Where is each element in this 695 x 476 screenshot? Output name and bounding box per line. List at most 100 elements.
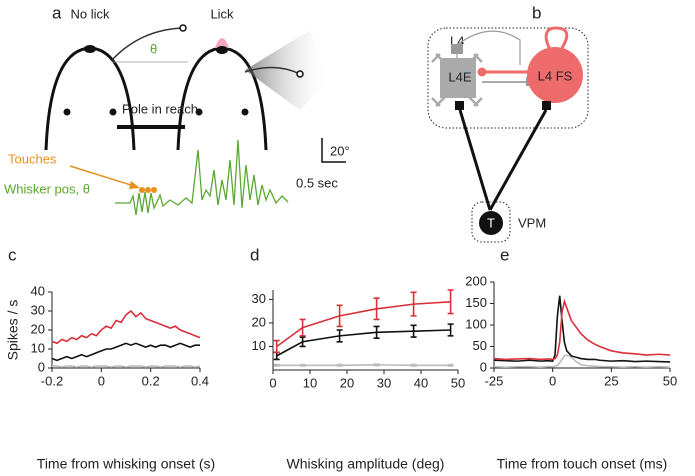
diagram-b: L4 L4E L4 FS T VPM <box>427 26 589 243</box>
l4fs-cell <box>527 47 583 103</box>
angle-label: θ <box>150 41 157 56</box>
label: Pole in reach <box>122 101 198 116</box>
label: Touches <box>8 151 57 166</box>
error-bar <box>447 289 454 315</box>
y-tick-label: 0 <box>480 359 487 374</box>
nose <box>216 46 228 54</box>
arrow-head <box>129 181 140 189</box>
y-tick-label: 0 <box>38 359 45 374</box>
x-tick-label: 50 <box>663 373 677 388</box>
nose <box>84 45 96 53</box>
y-tick-label: 200 <box>465 273 487 288</box>
x-tick-label: 30 <box>377 375 391 390</box>
eye <box>109 108 117 116</box>
error-bar <box>336 329 343 343</box>
synapse <box>477 67 487 77</box>
diagram-a: No lick Lick θ Pole in reach Touches Whi… <box>4 6 350 216</box>
thalamic-cell <box>479 211 503 235</box>
y-tick-label: 10 <box>252 338 266 353</box>
axes <box>51 292 200 369</box>
error-bar <box>410 324 417 338</box>
x-tick-label: 20 <box>340 375 354 390</box>
label: L4 FS <box>538 68 573 83</box>
x-tick-label: -0.2 <box>41 373 63 388</box>
error-bar <box>273 351 280 361</box>
y-tick-label: 10 <box>31 340 45 355</box>
series-line <box>52 365 201 368</box>
series-line <box>493 298 671 361</box>
tongue <box>215 38 229 48</box>
series-line <box>51 309 201 345</box>
x-axis-label: Whisking amplitude (deg) <box>287 456 445 472</box>
series-line <box>51 342 200 362</box>
panel-label: e <box>500 245 509 264</box>
x-axis-label: Time from touch onset (ms) <box>497 456 668 472</box>
eye <box>241 108 249 116</box>
error-bar <box>447 323 454 337</box>
x-tick-label: 40 <box>414 375 428 390</box>
error-bar <box>336 304 343 328</box>
label: Lick <box>210 6 234 21</box>
label: 0.5 sec <box>296 175 338 190</box>
synapse <box>542 101 551 110</box>
pole-bar <box>117 125 185 129</box>
arrow <box>69 165 135 187</box>
series-line <box>493 295 671 363</box>
whisker-trace <box>115 139 289 216</box>
head <box>44 46 136 151</box>
y-tick-label: 20 <box>252 314 266 329</box>
label: No lick <box>70 6 110 21</box>
x-axis-label: Time from whisking onset (s) <box>37 456 215 472</box>
label: VPM <box>518 215 546 230</box>
touch <box>151 187 157 193</box>
series-line <box>276 329 451 357</box>
y-tick-label: 40 <box>31 283 45 298</box>
synapse <box>451 44 463 54</box>
x-tick-label: 0.2 <box>142 373 160 388</box>
eye <box>63 108 71 116</box>
x-tick-label: 25 <box>604 373 618 388</box>
label: T <box>487 215 495 230</box>
error-bar <box>299 336 306 348</box>
x-tick-label: 0 <box>98 373 105 388</box>
y-tick-label: 150 <box>465 295 487 310</box>
label: L4E <box>448 69 471 84</box>
l4e-cell <box>440 58 476 98</box>
y-tick-label: 30 <box>31 302 45 317</box>
panel-label: a <box>52 3 62 22</box>
y-tick-label: 50 <box>473 338 487 353</box>
error-bar <box>410 363 417 367</box>
x-tick-label: 0 <box>549 373 556 388</box>
error-bar <box>373 297 380 321</box>
error-bar <box>273 363 280 367</box>
eye <box>195 108 203 116</box>
y-axis-label: Spikes / s <box>5 300 21 361</box>
x-tick-label: 50 <box>451 375 465 390</box>
series-line <box>493 354 671 368</box>
error-bar <box>373 363 380 367</box>
error-bar <box>299 363 306 367</box>
autapse <box>544 26 569 51</box>
error-bar <box>447 363 454 367</box>
error-bar <box>410 291 417 317</box>
thalamic-projection <box>458 109 492 211</box>
scale-bar <box>321 138 346 163</box>
thalamic-projection <box>488 109 548 211</box>
whisker <box>244 66 301 75</box>
x-tick-label: -25 <box>485 373 504 388</box>
synapse <box>455 101 464 110</box>
error-bar <box>299 318 306 337</box>
y-tick-label: 20 <box>31 321 45 336</box>
pole <box>296 70 304 78</box>
x-tick-label: 0 <box>269 375 276 390</box>
series-line <box>276 300 451 348</box>
error-bar <box>373 325 380 340</box>
error-bar <box>273 339 280 354</box>
panel-label: d <box>250 245 259 264</box>
touch <box>145 187 151 193</box>
x-tick-label: 0.4 <box>191 373 209 388</box>
whisker <box>111 27 183 61</box>
panel-label: c <box>8 245 17 264</box>
label: Whisker pos, θ <box>4 181 90 196</box>
